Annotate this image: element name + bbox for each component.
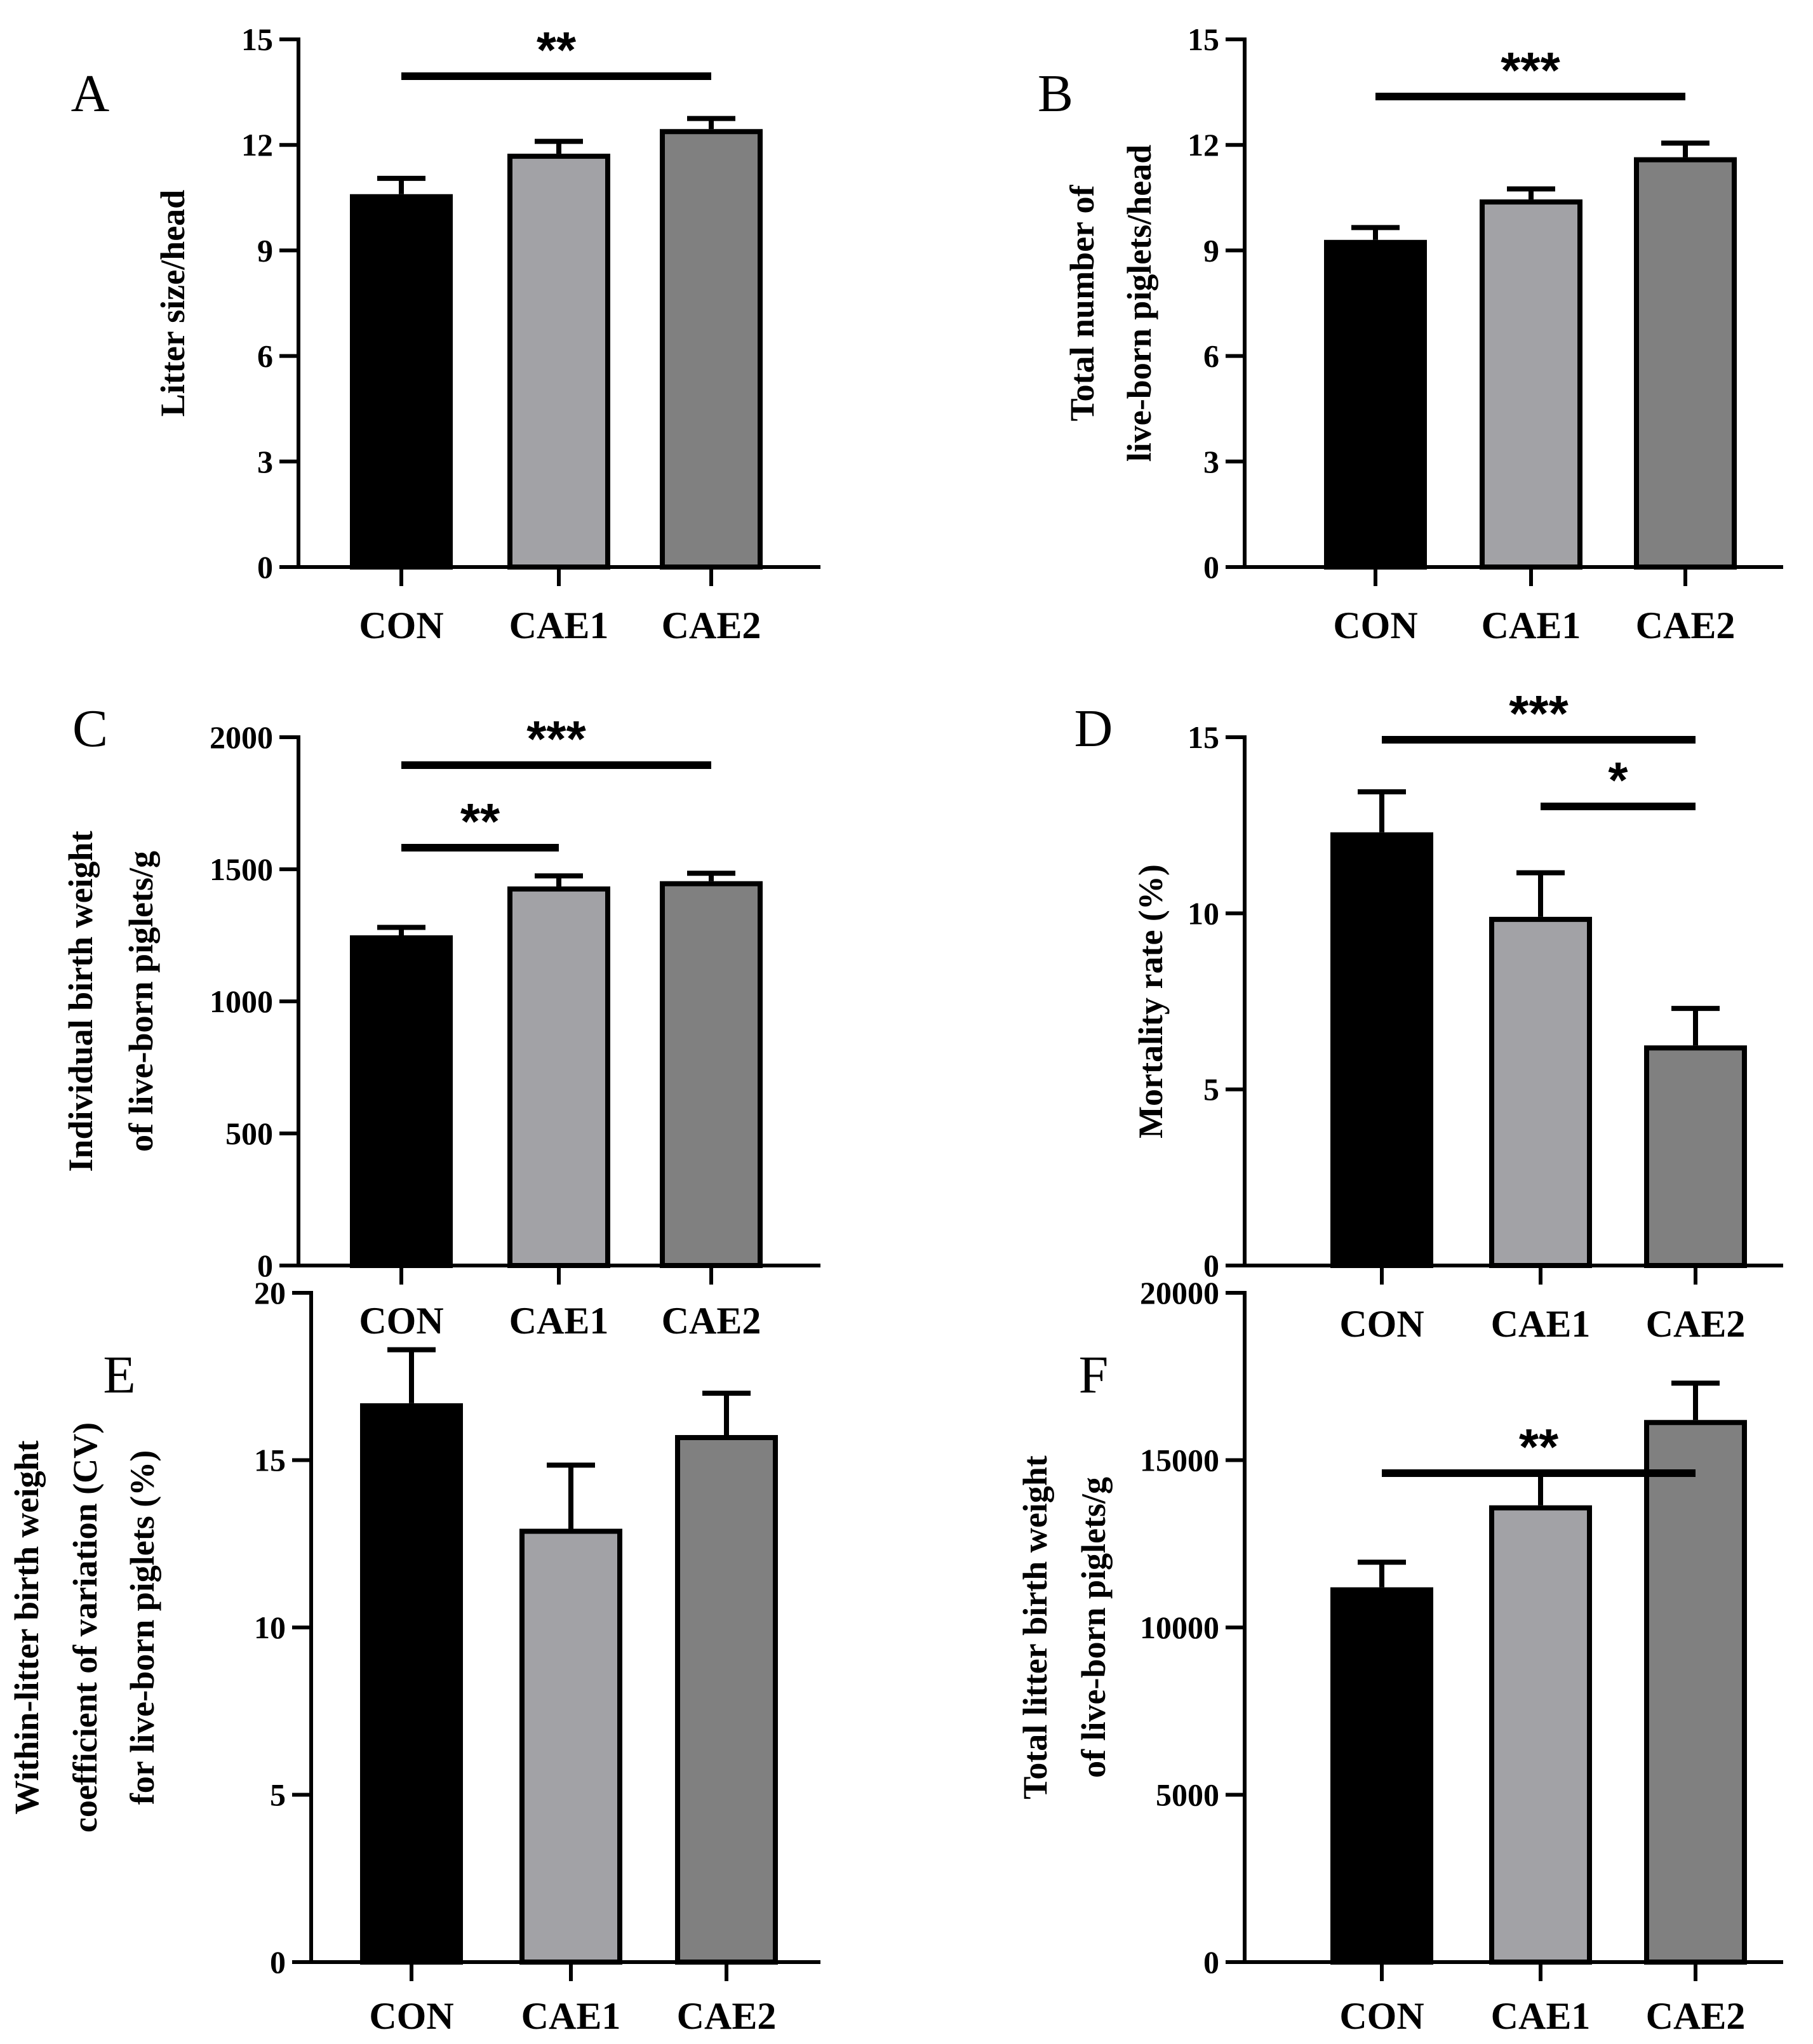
category-label-cae2: CAE2 (677, 1995, 777, 2037)
y-tick-label: 10000 (1140, 1610, 1219, 1645)
y-tick-label: 5 (1203, 1072, 1219, 1107)
category-label-con: CON (359, 1300, 443, 1342)
y-axis-title: Within-litter birth weight (8, 1440, 46, 1814)
significance-label: ** (460, 793, 500, 850)
panel-letter: E (103, 1346, 135, 1405)
y-tick-label: 10 (1187, 895, 1219, 931)
y-tick-label: 2000 (210, 719, 273, 755)
category-label-cae1: CAE1 (1491, 1303, 1591, 1345)
y-axis-title: of live-born piglets/g (1074, 1477, 1113, 1778)
y-tick-label: 20 (254, 1275, 286, 1311)
y-tick-label: 9 (1203, 232, 1219, 268)
y-tick-label: 3 (257, 444, 273, 479)
panel-letter: A (71, 64, 110, 123)
panel-letter: D (1074, 699, 1113, 758)
y-tick-label: 15 (1187, 719, 1219, 755)
y-tick-label: 1000 (210, 984, 273, 1019)
y-tick-label: 15 (241, 22, 273, 57)
y-tick-label: 0 (270, 1944, 286, 1980)
category-label-con: CON (369, 1995, 453, 2037)
category-label-cae1: CAE1 (509, 605, 609, 646)
significance-label: ** (1519, 1419, 1559, 1475)
y-tick-label: 10 (254, 1610, 286, 1645)
category-label-cae2: CAE2 (1646, 1303, 1746, 1345)
category-label-cae2: CAE2 (662, 1300, 761, 1342)
significance-label: *** (526, 711, 586, 767)
bar-con (360, 1403, 463, 1965)
category-label-cae1: CAE1 (521, 1995, 621, 2037)
category-label-con: CON (1333, 605, 1417, 646)
panel-b: B CON CAE1 CAE2 0 3 6 9 12 15 Total number of live-… (1038, 22, 1783, 646)
y-tick-label: 15000 (1140, 1443, 1219, 1478)
bar-cae2 (675, 1434, 778, 1965)
bar-cae2 (1634, 157, 1737, 570)
y-tick-label: 15 (254, 1443, 286, 1478)
y-tick-label: 0 (1203, 1944, 1219, 1980)
y-tick-label: 5000 (1156, 1777, 1219, 1813)
y-tick-label: 0 (257, 1248, 273, 1283)
category-label-con: CON (1339, 1995, 1424, 2037)
panel-e: E CON CAE1 CAE2 0 5 10 15 20 Within-litter birth … (8, 1275, 820, 2037)
y-axis-title: Individual birth weight (62, 831, 100, 1172)
bar-con (350, 194, 453, 570)
y-axis-title: Mortality rate (%) (1132, 864, 1170, 1139)
y-tick-label: 0 (1203, 549, 1219, 585)
y-tick-label: 6 (1203, 338, 1219, 374)
significance-label: *** (1501, 42, 1560, 98)
y-tick-label: 6 (257, 338, 273, 374)
y-tick-label: 1500 (210, 852, 273, 887)
bar-con (1324, 239, 1427, 570)
bar-cae1 (507, 886, 610, 1269)
y-tick-label: 9 (257, 232, 273, 268)
y-tick-label: 20000 (1140, 1275, 1219, 1311)
significance-label: * (1608, 752, 1628, 808)
bar-cae1 (1489, 1505, 1592, 1965)
bar-cae2 (1644, 1420, 1747, 1965)
bar-cae2 (660, 129, 763, 570)
y-tick-label: 12 (1187, 127, 1219, 163)
significance-label: *** (1509, 685, 1569, 742)
y-tick-label: 500 (225, 1116, 273, 1151)
y-axis-title: Litter size/head (154, 190, 192, 417)
y-axis-title: for live-born piglets (%) (123, 1450, 161, 1805)
y-tick-label: 0 (257, 549, 273, 585)
bar-cae1 (1489, 916, 1592, 1268)
panel-f: F CON CAE1 CAE2 0 5000 10000 15000 20000 Total li… (1016, 1275, 1783, 2037)
panel-letter: B (1038, 64, 1073, 123)
bar-cae2 (660, 881, 763, 1268)
category-label-cae2: CAE2 (662, 605, 761, 646)
y-tick-label: 15 (1187, 22, 1219, 57)
category-label-cae2: CAE2 (1636, 605, 1736, 646)
category-label-cae1: CAE1 (1491, 1995, 1591, 2037)
category-label-con: CON (1339, 1303, 1424, 1345)
bar-con (1330, 1587, 1433, 1965)
bar-cae2 (1644, 1045, 1747, 1269)
y-tick-label: 12 (241, 127, 273, 163)
y-axis-title: Total litter birth weight (1016, 1455, 1054, 1799)
y-tick-label: 5 (270, 1777, 286, 1813)
bar-con (350, 935, 453, 1268)
panel-letter: C (72, 699, 108, 758)
y-axis-title: live-born piglets/head (1120, 145, 1158, 462)
y-axis-title: Total number of (1063, 184, 1101, 421)
significance-label: ** (537, 22, 577, 78)
category-label-con: CON (359, 605, 443, 646)
bar-cae1 (1480, 199, 1582, 570)
bar-con (1330, 832, 1433, 1268)
panel-letter: F (1079, 1346, 1109, 1405)
category-label-cae1: CAE1 (1482, 605, 1581, 646)
y-axis-title: of live-born piglets/g (122, 851, 160, 1152)
bar-cae1 (519, 1528, 622, 1965)
y-tick-label: 0 (1203, 1248, 1219, 1283)
panel-a: A CON CAE1 CAE2 0 3 6 9 12 15 Litter size/head ** (71, 22, 820, 646)
panel-c: C CON CAE1 CAE2 0 500 1000 1500 2000 Individual b… (62, 699, 820, 1342)
bar-cae1 (507, 154, 610, 570)
y-axis-title: coefficient of variation (CV) (66, 1422, 104, 1833)
category-label-cae1: CAE1 (509, 1300, 609, 1342)
y-tick-label: 3 (1203, 444, 1219, 479)
category-label-cae2: CAE2 (1646, 1995, 1746, 2037)
